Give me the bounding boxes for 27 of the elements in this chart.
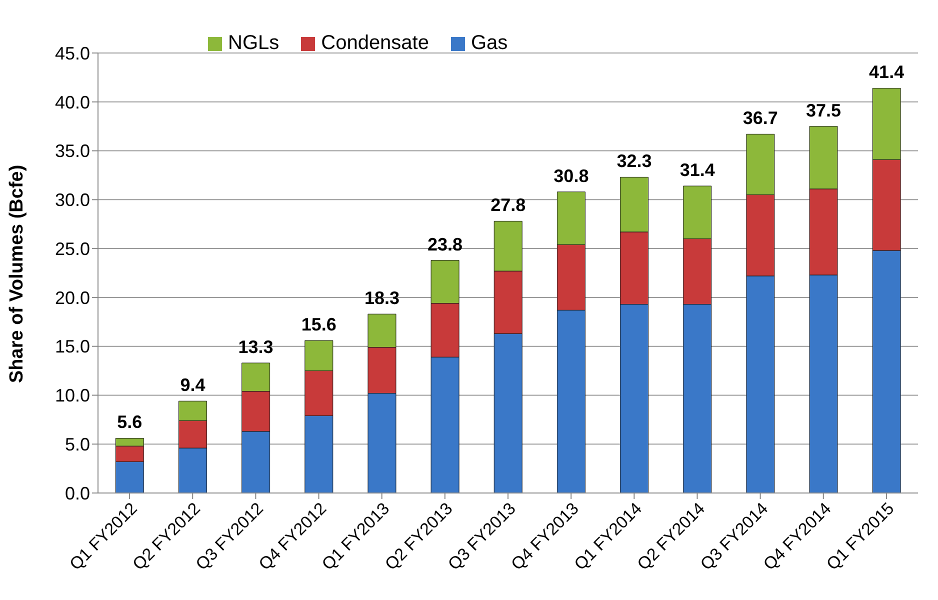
- y-axis-title: Share of Volumes (Bcfe): [6, 164, 28, 383]
- total-label: 9.4: [180, 375, 206, 396]
- total-label: 41.4: [869, 62, 904, 82]
- total-label: 30.8: [554, 166, 589, 186]
- y-tick-label: 5.0: [64, 434, 90, 454]
- y-tick-label: 35.0: [54, 141, 90, 162]
- total-label: 37.5: [806, 100, 842, 120]
- total-label: 32.3: [616, 151, 652, 172]
- legend-label: Condensate: [320, 32, 429, 55]
- y-tick-label: 45.0: [54, 43, 90, 64]
- total-label: 23.8: [428, 234, 463, 254]
- total-label: 31.4: [680, 160, 715, 180]
- y-tick-label: 10.0: [54, 386, 90, 406]
- legend-label: Gas: [470, 32, 508, 55]
- total-label: 13.3: [238, 336, 274, 357]
- legend-label: NGLs: [227, 32, 280, 55]
- total-label: 15.6: [301, 314, 336, 334]
- y-tick-label: 30.0: [54, 190, 90, 210]
- total-label: 27.8: [490, 195, 526, 216]
- y-tick-label: 40.0: [54, 92, 90, 112]
- y-tick-label: 25.0: [54, 238, 90, 259]
- y-tick-label: 20.0: [54, 288, 90, 308]
- total-label: 18.3: [364, 288, 400, 308]
- y-tick-label: 0.0: [64, 483, 90, 504]
- total-label: 36.7: [742, 108, 778, 128]
- y-tick-label: 15.0: [54, 336, 90, 357]
- total-label: 5.6: [117, 412, 142, 432]
